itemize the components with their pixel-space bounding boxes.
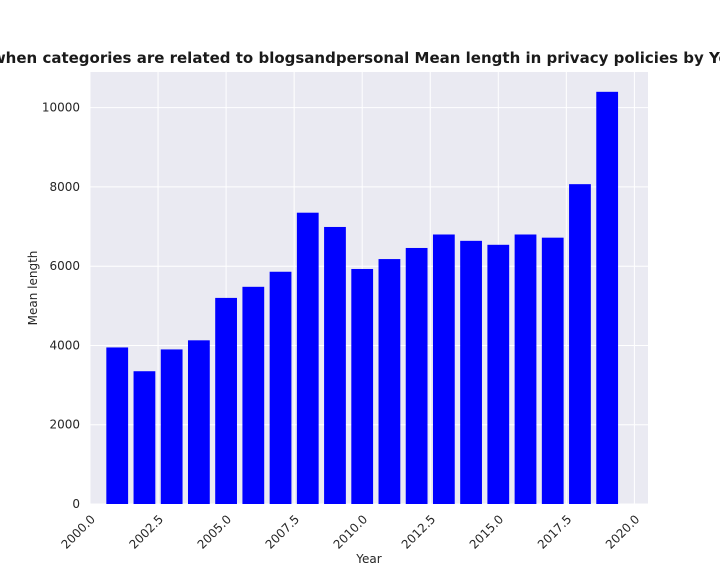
- bar-2008: [296, 212, 319, 504]
- y-tick-label: 6000: [49, 259, 80, 273]
- x-axis-ticks: 2000.0 2002.5 2005.0 2007.5 2010.0 2012.5 2015…: [58, 512, 642, 552]
- bar-2004: [187, 340, 210, 504]
- bar-2015: [487, 244, 510, 505]
- bars: [106, 91, 619, 505]
- bar-2019: [596, 91, 619, 504]
- x-tick-label: 2000.0: [58, 512, 98, 552]
- y-axis-ticks: 0 2000 4000 6000 8000 10000: [42, 101, 80, 511]
- x-tick-label: 2010.0: [331, 512, 371, 552]
- bar-2011: [378, 259, 401, 504]
- bar-2014: [460, 240, 482, 504]
- y-tick-label: 2000: [49, 418, 80, 432]
- y-tick-label: 0: [72, 497, 80, 511]
- x-tick-label: 2012.5: [399, 512, 439, 552]
- x-tick-label: 2017.5: [535, 512, 575, 552]
- bar-2010: [351, 268, 374, 504]
- y-tick-label: 8000: [49, 180, 80, 194]
- bar-2018: [569, 184, 591, 504]
- x-tick-label: 2005.0: [195, 512, 235, 552]
- x-tick-label: 2002.5: [127, 512, 167, 552]
- bar-2007: [269, 271, 292, 504]
- bar-2012: [405, 247, 428, 504]
- bar-2017: [541, 237, 564, 504]
- bar-2013: [432, 234, 455, 504]
- bar-2005: [215, 297, 237, 504]
- bar-2002: [133, 371, 156, 504]
- chart-title: when categories are related to blogsandp…: [0, 49, 720, 67]
- y-axis-label: Mean length: [26, 251, 40, 326]
- bar-2016: [514, 234, 537, 504]
- x-tick-label: 2015.0: [467, 512, 507, 552]
- x-tick-label: 2020.0: [603, 512, 643, 552]
- y-tick-label: 10000: [42, 101, 80, 115]
- bar-2009: [324, 226, 346, 504]
- bar-2003: [160, 349, 183, 504]
- bar-2001: [106, 347, 129, 504]
- x-axis-label: Year: [355, 552, 381, 566]
- y-tick-label: 4000: [49, 338, 80, 352]
- bar-2006: [242, 286, 265, 504]
- x-tick-label: 2007.5: [263, 512, 303, 552]
